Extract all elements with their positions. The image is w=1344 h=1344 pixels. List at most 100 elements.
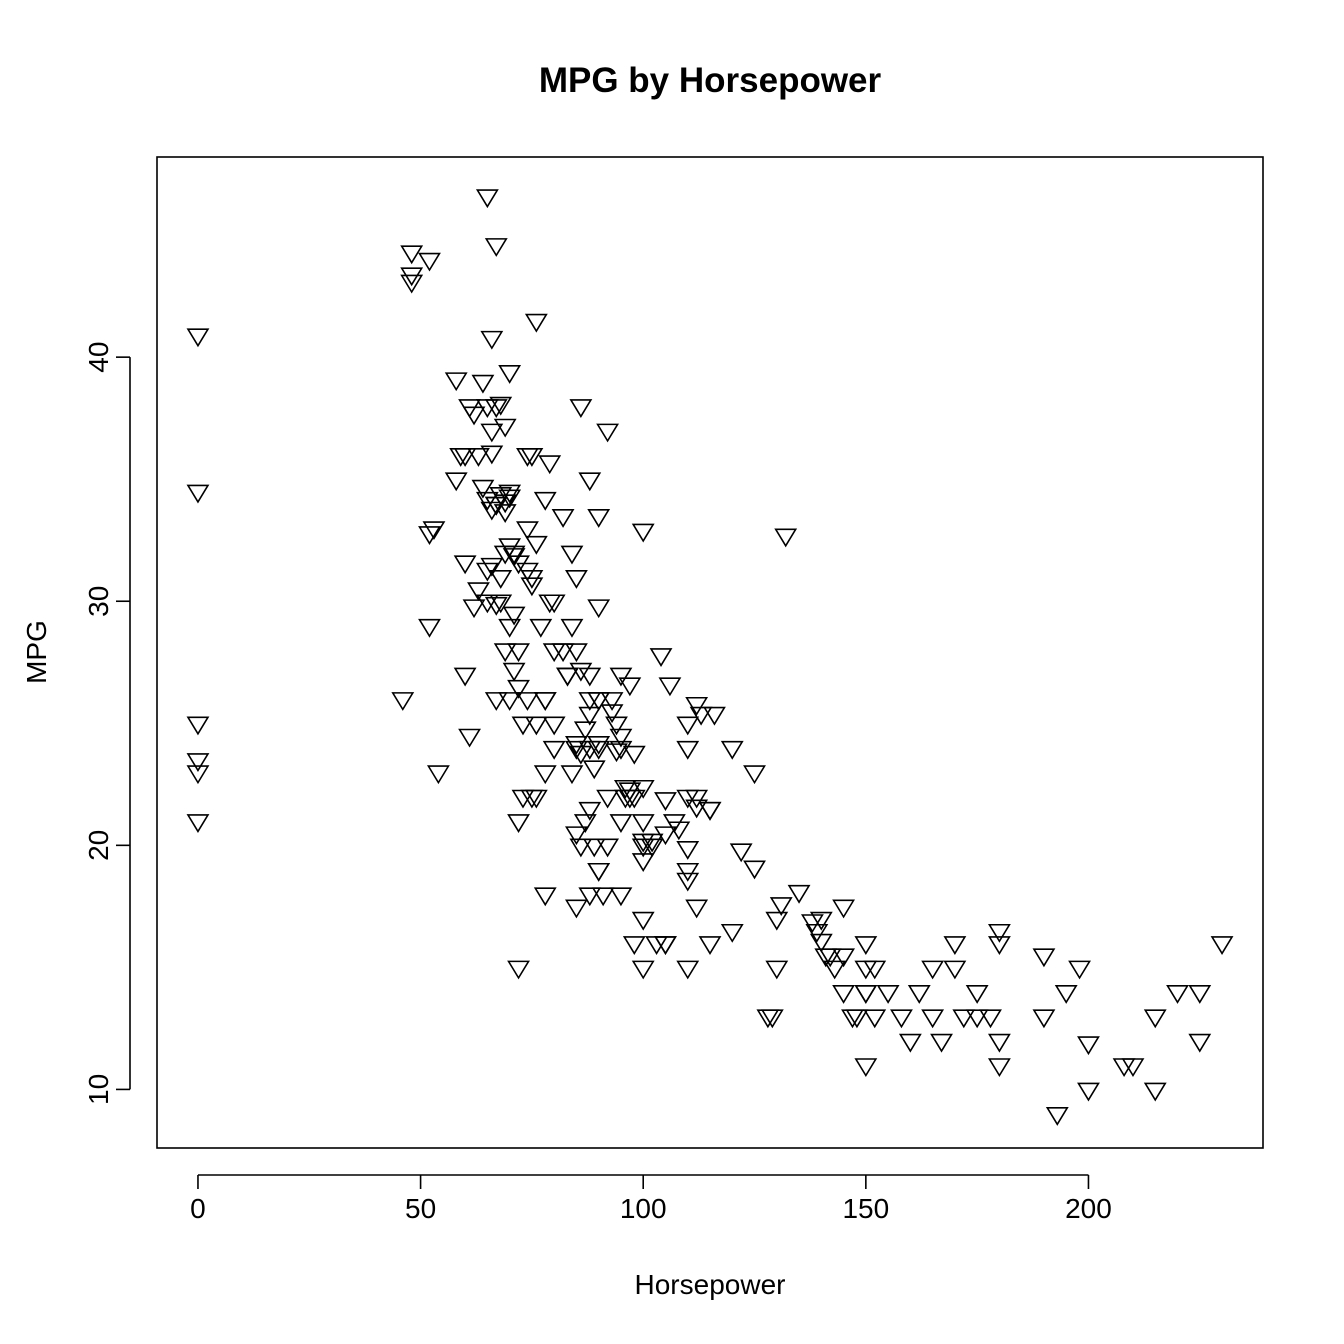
data-point [622,745,646,765]
data-point [444,372,468,392]
data-point [774,528,798,548]
x-tick-label: 50 [405,1193,436,1224]
data-point [1188,1033,1212,1053]
data-point [676,872,700,892]
data-point [845,1009,869,1029]
data-point [489,594,513,614]
data-point [502,548,526,567]
data-point [907,984,931,1004]
data-point [529,618,553,638]
data-point [484,596,508,616]
data-point [814,948,838,968]
data-point [587,599,611,619]
data-point [987,936,1011,956]
data-point [400,245,424,265]
data-point [542,740,566,760]
data-point [578,667,602,687]
data-point [524,313,548,333]
data-point [502,662,526,682]
data-point [979,1009,1002,1029]
data-point [930,1033,953,1053]
data-point [484,238,508,257]
data-point [765,911,789,931]
data-point [400,267,424,287]
data-points [186,189,1234,1126]
data-point [854,984,878,1004]
data-point [631,523,655,543]
data-point [863,1009,887,1029]
data-point [596,423,620,443]
data-point [453,555,477,575]
data-point [587,862,611,882]
data-point [502,606,526,626]
data-point [511,716,535,736]
data-point [952,1009,976,1029]
data-point [560,765,584,785]
data-point [854,1058,878,1078]
data-point [458,399,481,419]
data-point [689,706,713,726]
data-point [453,667,477,687]
data-point [520,577,544,597]
data-point [569,399,593,419]
data-point [573,814,597,833]
data-point [582,760,606,780]
data-point [921,960,945,980]
plot-frame [156,156,1264,1149]
data-point [524,716,548,736]
data-point [475,491,499,511]
data-point [524,535,548,555]
data-point [186,484,210,504]
data-point [587,692,611,711]
data-point [760,1009,784,1029]
y-tick-label: 40 [83,342,114,373]
data-point [1045,1107,1069,1126]
x-axis-label: Horsepower [635,1269,786,1300]
data-point [560,618,584,638]
data-point [516,692,539,711]
data-point [533,692,557,711]
data-point [533,692,557,711]
data-point [578,740,602,760]
data-point [729,843,753,863]
data-point [854,984,878,1004]
data-point [676,840,700,860]
data-point [480,557,504,577]
data-point [631,779,655,799]
data-point [467,447,490,467]
data-point [560,545,584,565]
x-tick-label: 200 [1065,1193,1112,1224]
data-point [596,838,620,858]
data-point [475,562,499,582]
data-point [520,447,544,467]
data-point [493,643,517,663]
data-point [685,789,709,809]
data-point [720,740,744,760]
data-point [484,692,508,711]
data-point [676,960,700,980]
data-point [489,570,513,589]
data-point [640,838,664,858]
data-point [480,445,504,465]
data-point [832,984,855,1004]
x-tick-label: 150 [842,1193,889,1224]
data-point [787,884,811,904]
data-point [685,696,709,716]
data-point [631,853,655,873]
data-point [649,648,673,667]
data-point [507,814,530,833]
data-point [565,826,588,846]
data-point [538,594,562,614]
data-point [516,521,539,541]
data-point [1121,1058,1145,1078]
data-point [498,489,522,509]
data-point [524,789,548,809]
data-point [533,765,557,785]
data-point [462,406,486,426]
data-point [1032,1009,1056,1029]
data-point [418,252,441,272]
data-point [489,487,513,506]
data-point [890,1009,913,1029]
data-point [418,618,441,638]
